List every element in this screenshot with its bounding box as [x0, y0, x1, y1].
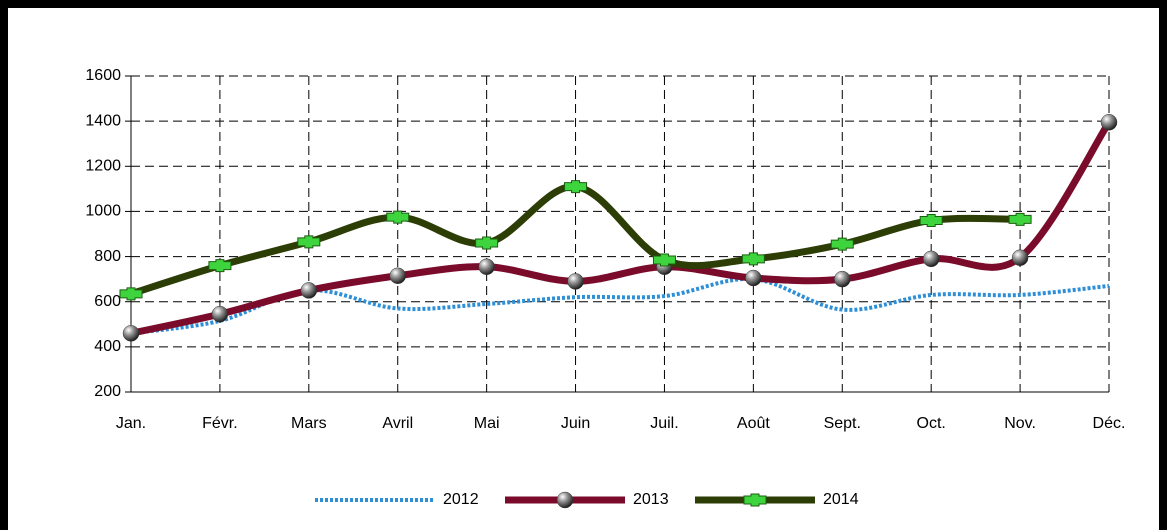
marker — [300, 282, 318, 299]
legend: 2012 2013 2014 — [315, 491, 859, 509]
plot-area: 200 400 600 800 1000 1200 1400 1600 Jan. Févr. Mar… — [85, 67, 1125, 432]
x-tick-label: Oct. — [917, 415, 946, 432]
marker — [475, 236, 499, 250]
x-tick-label: Août — [737, 415, 770, 432]
line — [130, 276, 1110, 336]
x-tick-label: Avril — [382, 415, 413, 432]
x-tick-label: Juil. — [650, 415, 678, 432]
y-tick-label: 600 — [94, 293, 121, 310]
marker — [556, 491, 574, 509]
marker — [564, 180, 588, 194]
marker — [743, 493, 767, 507]
marker — [652, 253, 676, 267]
legend-label: 2014 — [823, 491, 859, 508]
marker — [1008, 212, 1032, 226]
x-tick-label: Jan. — [116, 415, 146, 432]
marker — [478, 258, 495, 275]
marker — [297, 235, 321, 249]
marker — [119, 287, 143, 301]
marker — [834, 270, 851, 288]
marker — [919, 213, 943, 227]
x-tick-label: Nov. — [1004, 415, 1036, 432]
y-tick-label: 1000 — [85, 203, 121, 220]
marker — [389, 267, 406, 285]
y-tick-label: 1600 — [85, 67, 121, 84]
x-tick-label: Sept. — [824, 415, 861, 432]
marker — [741, 252, 765, 266]
y-tick-label: 1200 — [85, 158, 121, 175]
marker — [1100, 114, 1118, 131]
x-tick-label: Mars — [291, 415, 327, 432]
y-tick-label: 400 — [94, 338, 121, 355]
x-tick-label: Mai — [474, 415, 500, 432]
legend-label: 2013 — [633, 491, 669, 508]
x-tick-label: Juin — [561, 415, 590, 432]
marker — [922, 250, 940, 268]
marker — [567, 273, 584, 290]
marker — [208, 259, 232, 273]
series — [130, 276, 1110, 336]
x-tick-label: Déc. — [1093, 415, 1126, 432]
legend-label: 2012 — [443, 491, 479, 508]
marker — [122, 325, 140, 342]
y-tick-label: 1400 — [85, 112, 121, 129]
series — [119, 180, 1032, 301]
marker — [745, 269, 762, 287]
y-tick-label: 800 — [94, 248, 121, 265]
marker — [211, 305, 229, 323]
series — [122, 114, 1118, 342]
marker — [386, 210, 410, 224]
y-tick-label: 200 — [94, 383, 121, 400]
marker — [1011, 249, 1029, 266]
marker — [830, 237, 854, 251]
x-tick-label: Févr. — [202, 415, 238, 432]
